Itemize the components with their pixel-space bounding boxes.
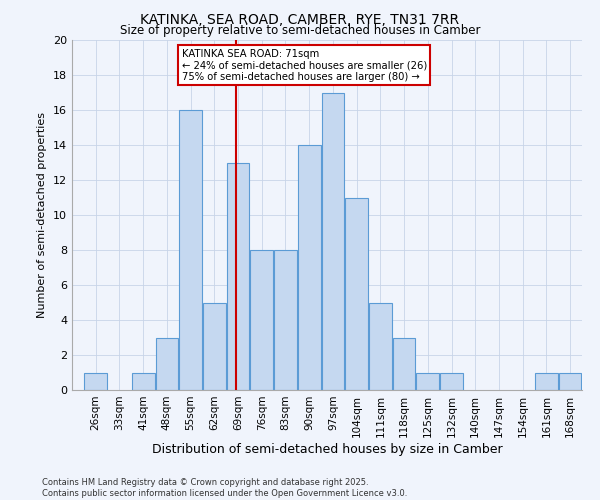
Bar: [274, 250, 297, 390]
Text: KATINKA SEA ROAD: 71sqm
← 24% of semi-detached houses are smaller (26)
75% of se: KATINKA SEA ROAD: 71sqm ← 24% of semi-de…: [182, 49, 427, 82]
Bar: [85, 372, 107, 390]
Y-axis label: Number of semi-detached properties: Number of semi-detached properties: [37, 112, 47, 318]
Bar: [250, 250, 273, 390]
Bar: [440, 372, 463, 390]
Bar: [179, 110, 202, 390]
Bar: [322, 92, 344, 390]
Text: KATINKA, SEA ROAD, CAMBER, RYE, TN31 7RR: KATINKA, SEA ROAD, CAMBER, RYE, TN31 7RR: [140, 12, 460, 26]
Bar: [416, 372, 439, 390]
Text: Size of property relative to semi-detached houses in Camber: Size of property relative to semi-detach…: [120, 24, 480, 37]
Bar: [203, 302, 226, 390]
Bar: [559, 372, 581, 390]
Bar: [345, 198, 368, 390]
Bar: [227, 162, 250, 390]
Bar: [393, 338, 415, 390]
X-axis label: Distribution of semi-detached houses by size in Camber: Distribution of semi-detached houses by …: [152, 442, 502, 456]
Bar: [298, 145, 320, 390]
Bar: [155, 338, 178, 390]
Bar: [369, 302, 392, 390]
Bar: [132, 372, 155, 390]
Bar: [535, 372, 558, 390]
Text: Contains HM Land Registry data © Crown copyright and database right 2025.
Contai: Contains HM Land Registry data © Crown c…: [42, 478, 407, 498]
